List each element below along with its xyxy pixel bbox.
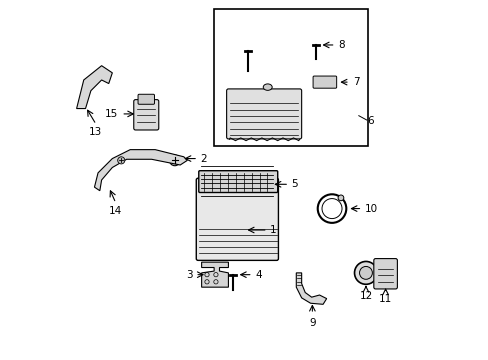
- Text: 10: 10: [364, 203, 377, 213]
- Text: 6: 6: [367, 116, 374, 126]
- Circle shape: [169, 155, 180, 166]
- PathPatch shape: [201, 262, 228, 287]
- Text: 2: 2: [200, 154, 207, 163]
- FancyBboxPatch shape: [312, 76, 336, 88]
- Text: 5: 5: [291, 179, 298, 189]
- FancyBboxPatch shape: [226, 89, 301, 139]
- Ellipse shape: [263, 84, 272, 90]
- Text: 15: 15: [105, 109, 118, 119]
- Text: 7: 7: [352, 77, 359, 87]
- FancyBboxPatch shape: [196, 178, 278, 260]
- Circle shape: [337, 195, 343, 201]
- Circle shape: [118, 157, 124, 164]
- FancyBboxPatch shape: [373, 258, 397, 289]
- FancyBboxPatch shape: [138, 94, 154, 104]
- FancyBboxPatch shape: [198, 171, 277, 193]
- Text: 11: 11: [378, 294, 391, 304]
- Text: 12: 12: [359, 292, 372, 301]
- Text: 1: 1: [270, 225, 276, 235]
- Text: 4: 4: [255, 270, 262, 280]
- PathPatch shape: [77, 66, 112, 109]
- Circle shape: [354, 261, 377, 284]
- Text: 3: 3: [186, 270, 192, 280]
- Text: 9: 9: [308, 318, 315, 328]
- Circle shape: [359, 266, 372, 279]
- Bar: [214, 9, 367, 146]
- Text: 8: 8: [338, 40, 345, 50]
- PathPatch shape: [296, 273, 326, 304]
- FancyBboxPatch shape: [134, 100, 159, 130]
- Text: 13: 13: [88, 127, 102, 137]
- PathPatch shape: [94, 150, 187, 191]
- Text: 14: 14: [109, 206, 122, 216]
